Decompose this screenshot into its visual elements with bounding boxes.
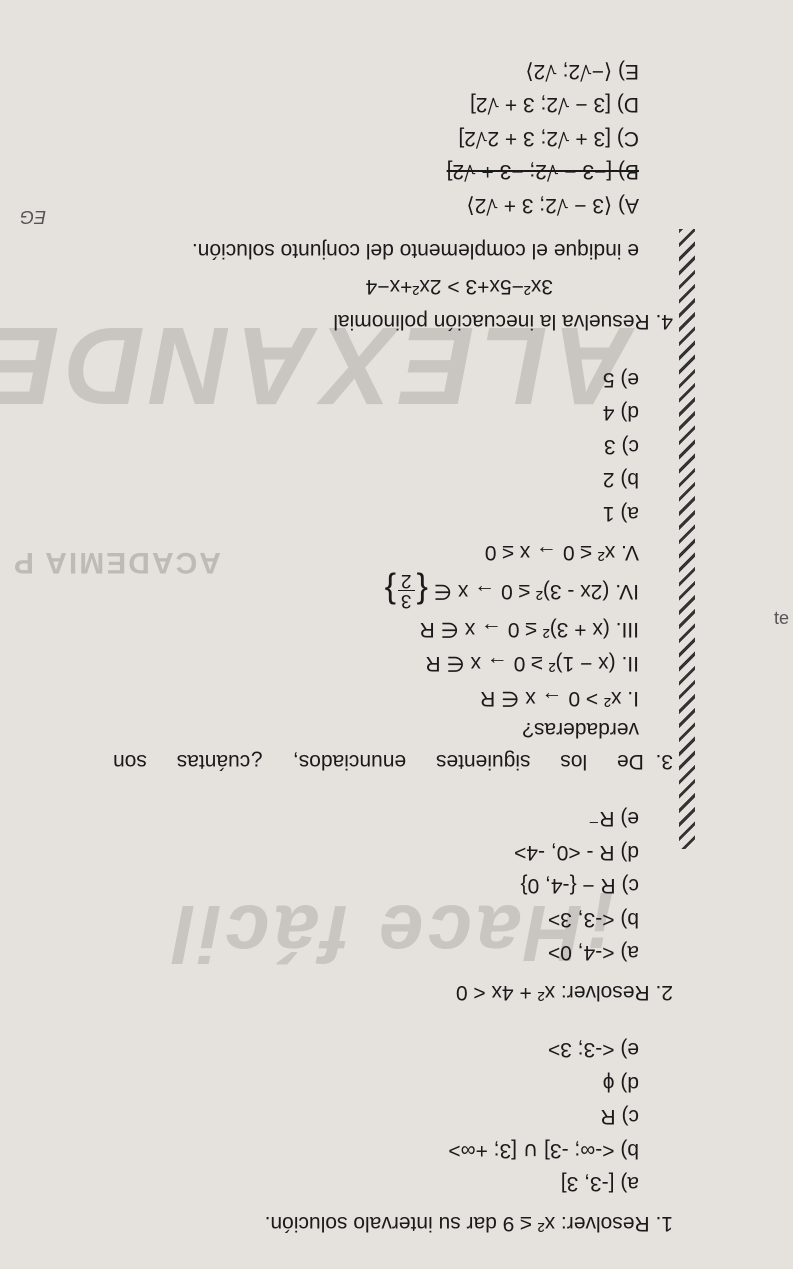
roman-1: I. x² > 0 → x ∈ R	[20, 683, 639, 715]
opt-1d: d) ϕ	[20, 1068, 639, 1100]
opt-4b: B) [−3 − √2; −3 + √2]	[20, 156, 639, 188]
problem-3-number: 3.	[655, 750, 673, 773]
side-truncated-text: te	[774, 608, 789, 629]
opt-2c: c) R − {-4, 0}	[20, 870, 639, 902]
opt-3b: b) 2	[20, 464, 639, 496]
problem-2-number: 2.	[655, 981, 673, 1004]
opt-2b: b) <-3, 3>	[20, 904, 639, 936]
opt-1c: c) R	[20, 1101, 639, 1133]
opt-1e: e) <-3; 3>	[20, 1034, 639, 1066]
problem-2-text: Resolver: x² + 4x < 0	[456, 981, 650, 1004]
problem-1-text: Resolver: x² ≤ 9 dar su intervalo soluci…	[265, 1212, 650, 1235]
problem-4-text: Resuelva la inecuación polinomial	[333, 311, 649, 334]
problem-2: 2. Resolver: x² + 4x < 0 a) <-4, 0> b) <…	[20, 803, 673, 1008]
problem-3-romans: I. x² > 0 → x ∈ R II. (x − 1)² ≥ 0 → x ∈…	[20, 537, 639, 714]
problem-2-options: a) <-4, 0> b) <-3, 3> c) R − {-4, 0} d) …	[20, 803, 639, 969]
opt-2a: a) <-4, 0>	[20, 937, 639, 969]
opt-4d: D) [3 − √2; 3 + √2]	[20, 89, 639, 121]
opt-1a: a) [-3, 3]	[20, 1168, 639, 1200]
page: ¡Hace fácil ACADEMIA P ALEXANDE te EG 1.…	[0, 0, 793, 1269]
margin-hatch	[679, 229, 695, 849]
p3-w2: los	[560, 746, 587, 778]
opt-1b: b) <-∞; -3] ∪ [3; +∞>	[20, 1135, 639, 1167]
opt-4e: E) ⟨−√2; √2⟩	[20, 56, 639, 88]
problem-3-options: a) 1 b) 2 c) 3 d) 4 e) 5	[20, 364, 639, 530]
p3-w3: siguientes	[436, 746, 531, 778]
opt-3c: c) 3	[20, 431, 639, 463]
problem-3: 3. De los siguientes enunciados, ¿cuánta…	[20, 364, 673, 778]
problem-3-line1: 3. De los siguientes enunciados, ¿cuánta…	[113, 746, 673, 778]
problem-4-eq: 3x²−5x+3 > 2x²+x−4	[20, 271, 553, 303]
p3-w6: son	[113, 746, 147, 778]
problem-4-options: A) ⟨3 − √2; 3 + √2⟩ B) [−3 − √2; −3 + √2…	[20, 56, 639, 222]
problem-4-text2: e indique el complemento del conjunto so…	[20, 235, 639, 267]
roman-4: IV. (2x - 3)² ≤ 0 → x ∈ {32}	[20, 572, 639, 611]
opt-4c: C) [3 + √2; 3 + 2√2]	[20, 123, 639, 155]
opt-4a: A) ⟨3 − √2; 3 + √2⟩	[20, 190, 639, 222]
roman-5: V. x² ≤ 0 → x ≤ 0	[20, 537, 639, 569]
opt-3e: e) 5	[20, 364, 639, 396]
frac-num: 3	[398, 591, 415, 611]
roman-4-text: IV. (2x - 3)² ≤ 0 → x ∈	[434, 580, 639, 603]
p3-w5: ¿cuántas	[177, 746, 263, 778]
frac-den: 2	[398, 572, 415, 591]
problem-1-options: a) [-3, 3] b) <-∞; -3] ∪ [3; +∞> c) R d)…	[20, 1034, 639, 1200]
opt-3d: d) 4	[20, 397, 639, 429]
p3-w1: De	[617, 750, 644, 773]
problem-1-number: 1.	[655, 1212, 673, 1235]
p3-w4: enunciados,	[293, 746, 406, 778]
problem-3-line2: verdaderas?	[20, 714, 639, 746]
roman-3: III. (x + 3)² ≤ 0 → x ∈ R	[20, 614, 639, 646]
problem-4-number: 4.	[655, 311, 673, 334]
roman-2: II. (x − 1)² ≥ 0 → x ∈ R	[20, 648, 639, 680]
opt-2d: d) R - <0, -4>	[20, 837, 639, 869]
brace-left-icon: {	[417, 572, 428, 610]
fraction-3-2: 32	[398, 572, 415, 611]
problem-1: 1. Resolver: x² ≤ 9 dar su intervalo sol…	[20, 1034, 673, 1239]
opt-3a: a) 1	[20, 498, 639, 530]
problem-4: 4. Resuelva la inecuación polinomial 3x²…	[20, 56, 673, 338]
brace-right-icon: }	[385, 572, 396, 610]
opt-2e: e) R⁻	[20, 803, 639, 835]
